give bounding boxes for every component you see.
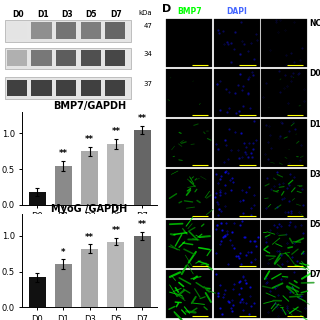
Text: D0: D0 xyxy=(309,69,320,78)
Text: DAPI: DAPI xyxy=(227,6,247,16)
Bar xyxy=(214,69,260,117)
Bar xyxy=(107,242,124,307)
Bar xyxy=(261,220,308,268)
FancyBboxPatch shape xyxy=(5,48,131,69)
Bar xyxy=(166,169,212,218)
Text: **: ** xyxy=(111,226,120,235)
Bar xyxy=(261,169,308,218)
FancyBboxPatch shape xyxy=(5,20,131,42)
Text: D: D xyxy=(162,4,171,13)
FancyBboxPatch shape xyxy=(81,22,101,39)
Text: D0: D0 xyxy=(12,10,24,20)
Bar xyxy=(55,264,72,307)
Bar xyxy=(55,165,72,205)
Bar xyxy=(214,119,260,167)
Text: 34: 34 xyxy=(143,51,152,57)
Bar xyxy=(214,169,260,218)
FancyBboxPatch shape xyxy=(31,50,52,67)
Text: 37: 37 xyxy=(143,81,152,87)
FancyBboxPatch shape xyxy=(5,77,131,99)
Text: D1: D1 xyxy=(309,120,320,129)
FancyBboxPatch shape xyxy=(105,22,125,39)
Bar xyxy=(107,144,124,205)
FancyBboxPatch shape xyxy=(81,50,101,67)
FancyBboxPatch shape xyxy=(31,80,52,96)
FancyBboxPatch shape xyxy=(105,50,125,67)
Text: BMP7: BMP7 xyxy=(177,6,202,16)
Text: **: ** xyxy=(138,114,147,123)
Text: D3: D3 xyxy=(61,10,73,20)
Text: **: ** xyxy=(111,127,120,136)
Bar xyxy=(81,151,98,205)
FancyBboxPatch shape xyxy=(7,80,27,96)
Text: kDa: kDa xyxy=(139,10,152,16)
Bar xyxy=(166,220,212,268)
FancyBboxPatch shape xyxy=(81,80,101,96)
Text: D5: D5 xyxy=(85,10,97,20)
FancyBboxPatch shape xyxy=(56,80,76,96)
Text: Mer: Mer xyxy=(276,6,293,16)
Bar xyxy=(166,19,212,67)
Text: **: ** xyxy=(85,135,94,144)
Bar xyxy=(261,119,308,167)
FancyBboxPatch shape xyxy=(56,50,76,67)
Bar xyxy=(166,69,212,117)
Bar xyxy=(134,236,151,307)
FancyBboxPatch shape xyxy=(105,80,125,96)
Text: D7: D7 xyxy=(309,270,320,279)
FancyBboxPatch shape xyxy=(56,22,76,39)
Text: D5: D5 xyxy=(309,220,320,229)
Bar xyxy=(214,19,260,67)
Text: NC: NC xyxy=(309,19,320,28)
Bar xyxy=(214,270,260,318)
Text: *: * xyxy=(61,247,66,257)
Text: D1: D1 xyxy=(37,10,48,20)
Text: D7: D7 xyxy=(110,10,122,20)
Bar xyxy=(261,270,308,318)
Text: 47: 47 xyxy=(143,23,152,29)
Bar xyxy=(261,19,308,67)
Bar xyxy=(261,69,308,117)
Bar xyxy=(81,249,98,307)
Bar xyxy=(166,119,212,167)
Title: BMP7/GAPDH: BMP7/GAPDH xyxy=(53,101,126,111)
Text: **: ** xyxy=(85,233,94,242)
FancyBboxPatch shape xyxy=(7,22,27,39)
Bar xyxy=(28,192,45,205)
Bar xyxy=(28,277,45,307)
FancyBboxPatch shape xyxy=(7,50,27,67)
Title: MyoG /GAPDH: MyoG /GAPDH xyxy=(52,204,128,214)
Text: D3: D3 xyxy=(309,170,320,179)
Text: **: ** xyxy=(59,149,68,158)
Bar xyxy=(214,220,260,268)
Bar xyxy=(166,270,212,318)
Text: **: ** xyxy=(138,220,147,229)
Bar xyxy=(134,130,151,205)
FancyBboxPatch shape xyxy=(31,22,52,39)
